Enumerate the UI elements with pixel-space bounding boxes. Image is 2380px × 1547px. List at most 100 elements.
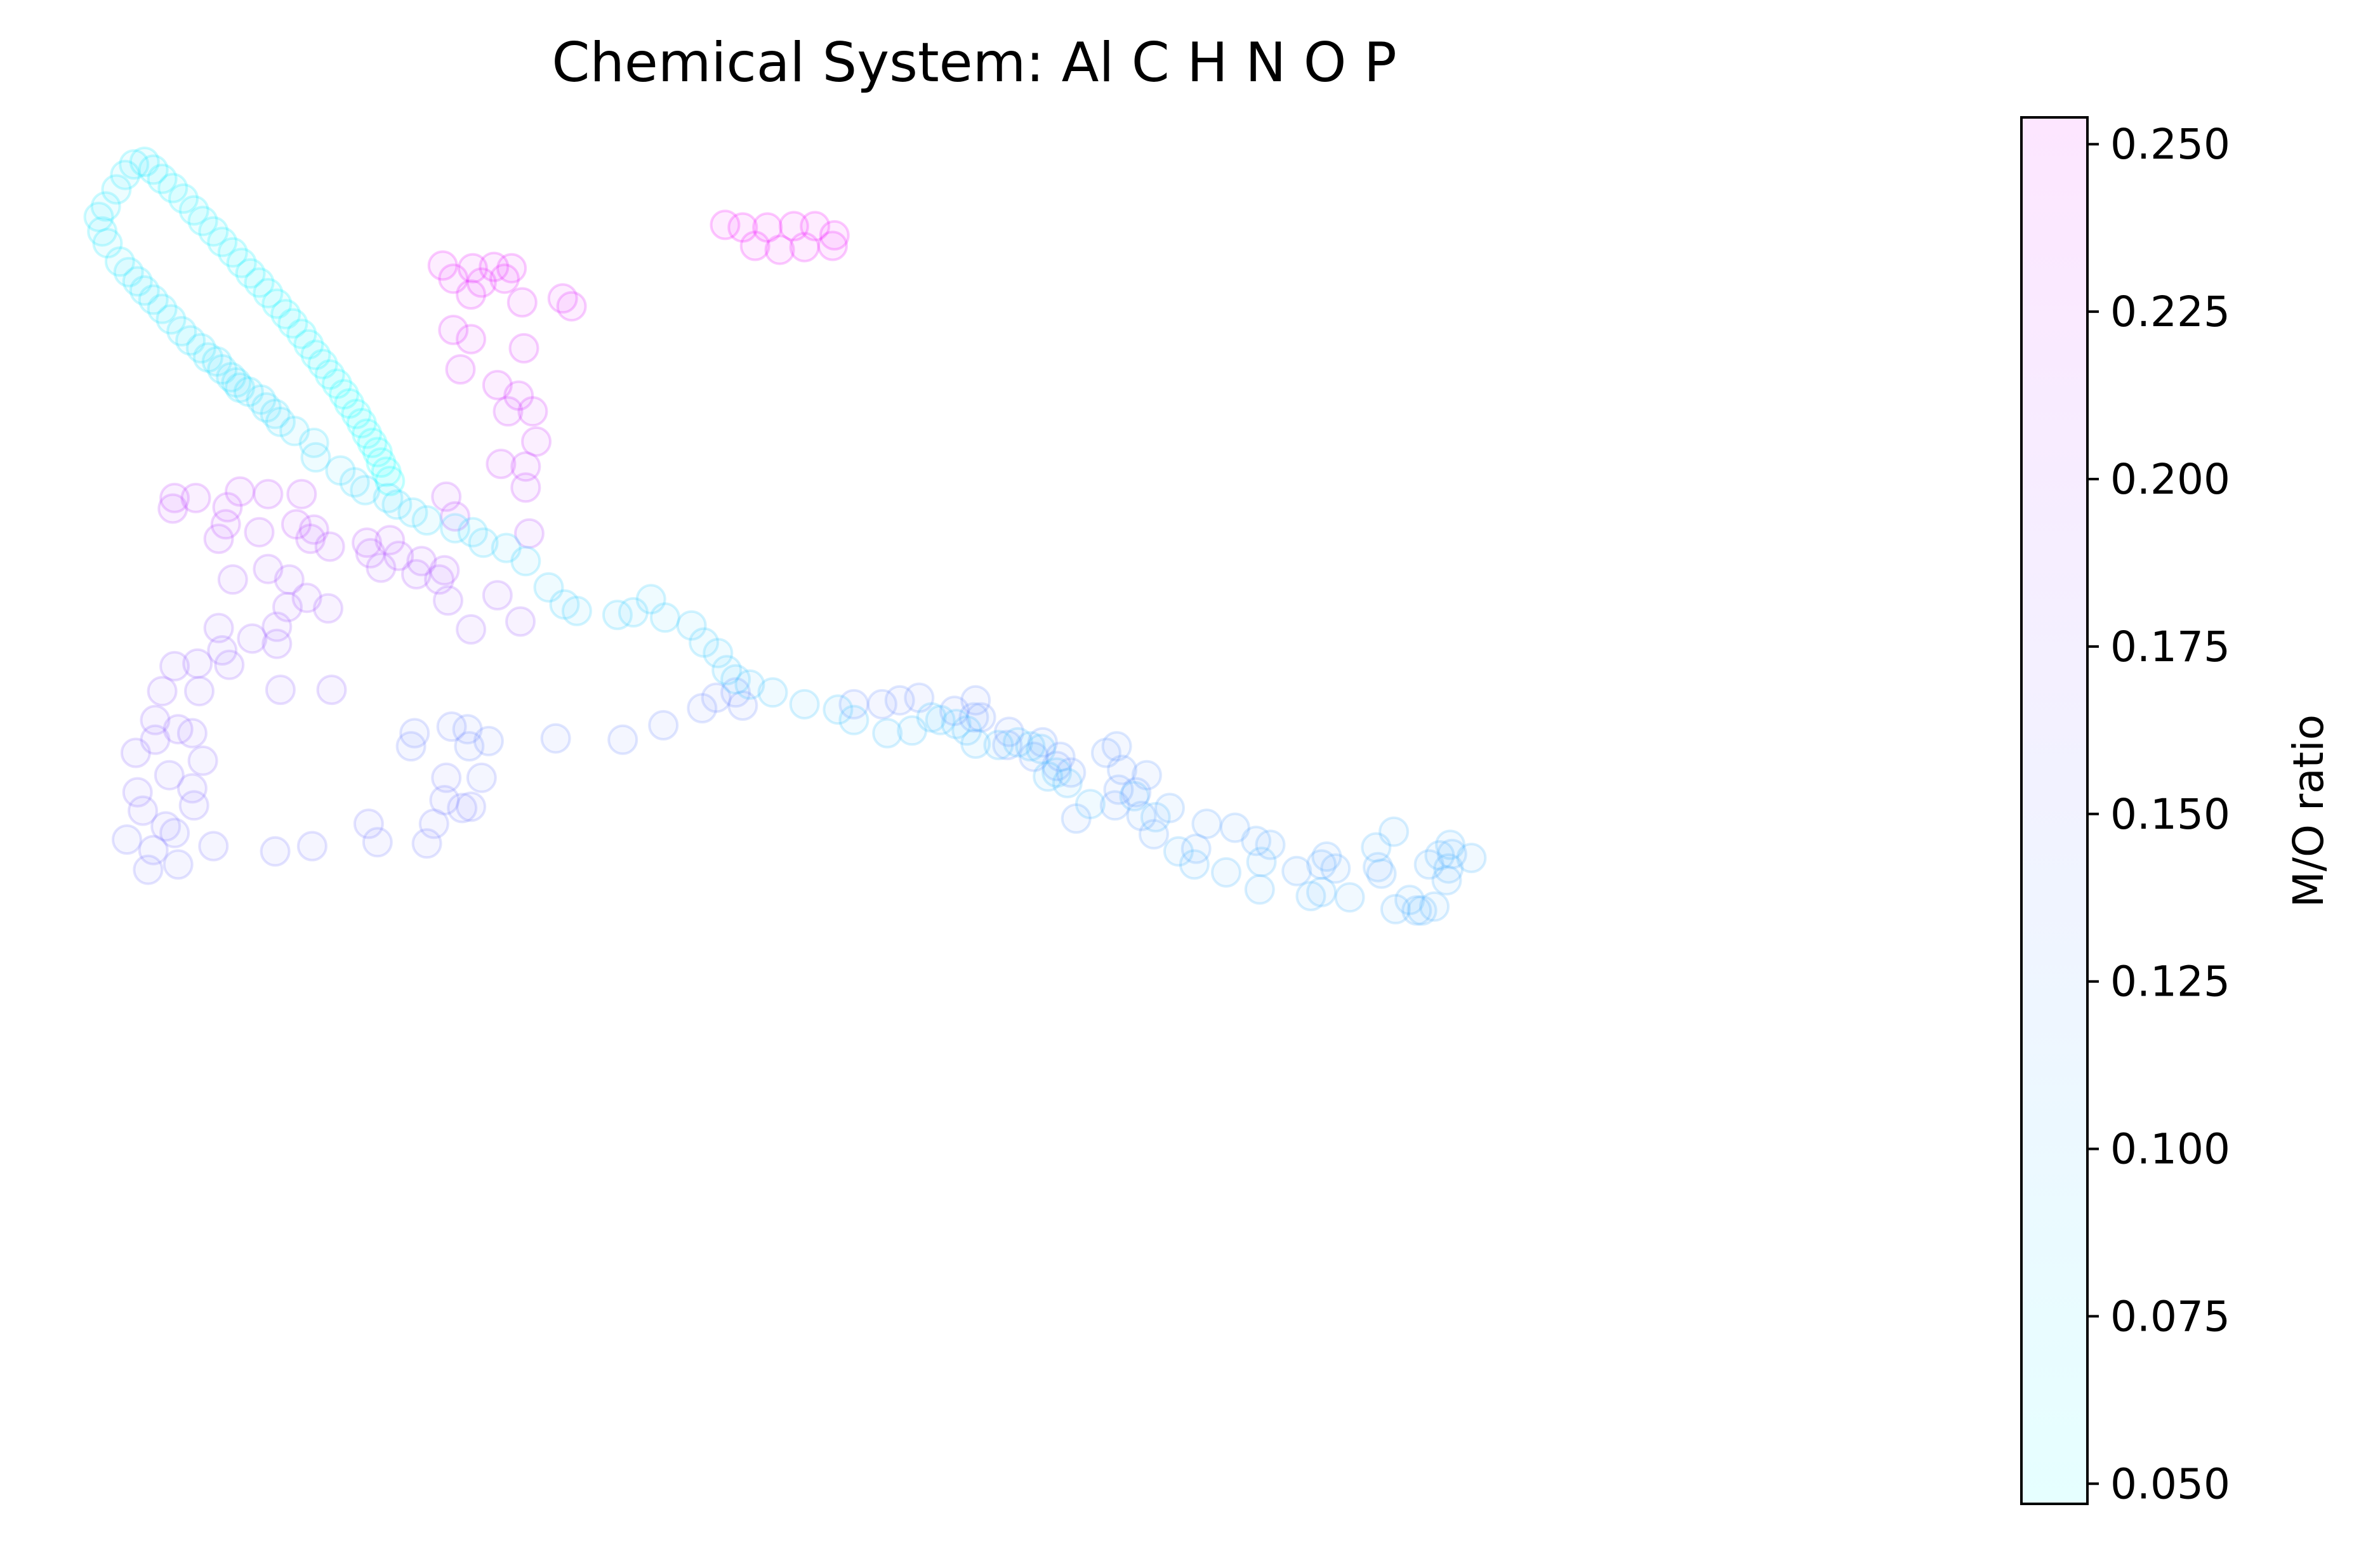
scatter-point [1052,768,1083,799]
scatter-point [1424,840,1455,871]
scatter-point [764,234,795,265]
colorbar-tick-label: 0.150 [2110,790,2230,839]
colorbar-tick-label: 0.175 [2110,622,2230,671]
scatter-point [298,514,329,545]
scatter-point [1244,874,1275,905]
scatter-point [916,702,947,733]
scatter-point [112,824,142,855]
scatter-point [1363,852,1394,883]
scatter-point [383,541,414,571]
scatter-point [176,773,208,804]
scatter-point [649,602,680,633]
scatter-point [198,216,229,247]
scatter-point [300,442,331,473]
scatter-point [676,610,707,641]
scatter-point [1019,741,1049,772]
scatter-point [1131,760,1162,791]
scatter-point [122,777,153,808]
scatter-point [274,564,305,595]
scatter-point [510,472,541,503]
scatter-point [508,332,539,364]
scatter-point [147,293,178,324]
scatter-point [90,191,121,222]
scatter-point [300,339,331,371]
scatter-point [739,230,770,261]
colorbar-tick-label: 0.200 [2110,455,2230,504]
scatter-point [133,854,164,885]
scatter-point [1139,819,1169,850]
scatter-point [456,324,487,355]
scatter-point [203,523,234,555]
scatter-point [1255,829,1286,860]
scatter-point [371,456,402,487]
scatter-point [129,147,160,177]
scatter-points [83,147,1487,926]
scatter-point [147,163,178,194]
scatter-point [321,368,352,399]
scatter-point [1041,751,1073,782]
scatter-point [431,481,462,512]
scatter-point [1281,855,1312,886]
scatter-point [701,682,732,713]
scatter-point [155,304,187,335]
scatter-point [506,287,538,318]
scatter-point [493,396,524,427]
scatter-point [1103,774,1134,805]
scatter-point [1431,865,1462,896]
scatter-point [752,212,783,243]
scatter-point [727,690,758,721]
scatter-point [366,447,397,478]
scatter-point [295,523,326,555]
scatter-point [119,149,150,180]
scatter-point [1101,731,1132,762]
scatter-point [281,509,312,540]
scatter-point [150,811,182,842]
scatter-point [1394,885,1425,916]
colorbar-tick-label: 0.225 [2110,287,2230,336]
scatter-point [406,546,437,577]
colorbar-tick-label: 0.075 [2110,1292,2230,1341]
colorbar-label: M/O ratio [2284,714,2333,907]
scatter-point [1436,838,1467,869]
colorbar-tick-label: 0.250 [2110,120,2230,169]
scatter-point [866,688,897,720]
scatter-point [482,369,513,400]
scatter-point [87,216,118,247]
scatter-point [454,731,485,762]
scatter-point [138,834,169,866]
scatter-point [1033,761,1064,792]
scatter-point [286,478,317,510]
scatter-point [1191,808,1222,839]
scatter-point [265,675,296,706]
scatter-point [159,482,190,513]
scatter-point [221,367,252,398]
scatter-point [482,580,513,611]
scatter-point [162,714,194,745]
scatter-point [1456,843,1487,874]
scatter-point [395,731,426,762]
scatter-point [253,478,284,510]
scatter-point [187,745,218,776]
scatter-point [1295,881,1326,912]
scatter-point [1241,826,1272,857]
colorbar-tick-label: 0.100 [2110,1125,2230,1174]
scatter-point [1306,876,1337,907]
scatter-point [216,362,247,393]
scatter-point [789,232,820,263]
scatter-point [1334,882,1365,913]
scatter-point [1219,812,1250,843]
scatter-point [397,497,428,528]
scatter-point [159,817,190,848]
scatter-point [192,342,223,373]
scatter-point [648,710,679,741]
scatter-point [110,159,141,190]
scatter-point [1378,816,1410,847]
scatter-point [138,154,169,185]
scatter-point [1074,789,1106,820]
scatter-point [1026,734,1057,765]
scatter-point [329,379,359,410]
scatter-point [201,346,232,377]
scatter-point [517,396,548,427]
scatter-point [1306,849,1337,880]
scatter-point [445,354,476,385]
